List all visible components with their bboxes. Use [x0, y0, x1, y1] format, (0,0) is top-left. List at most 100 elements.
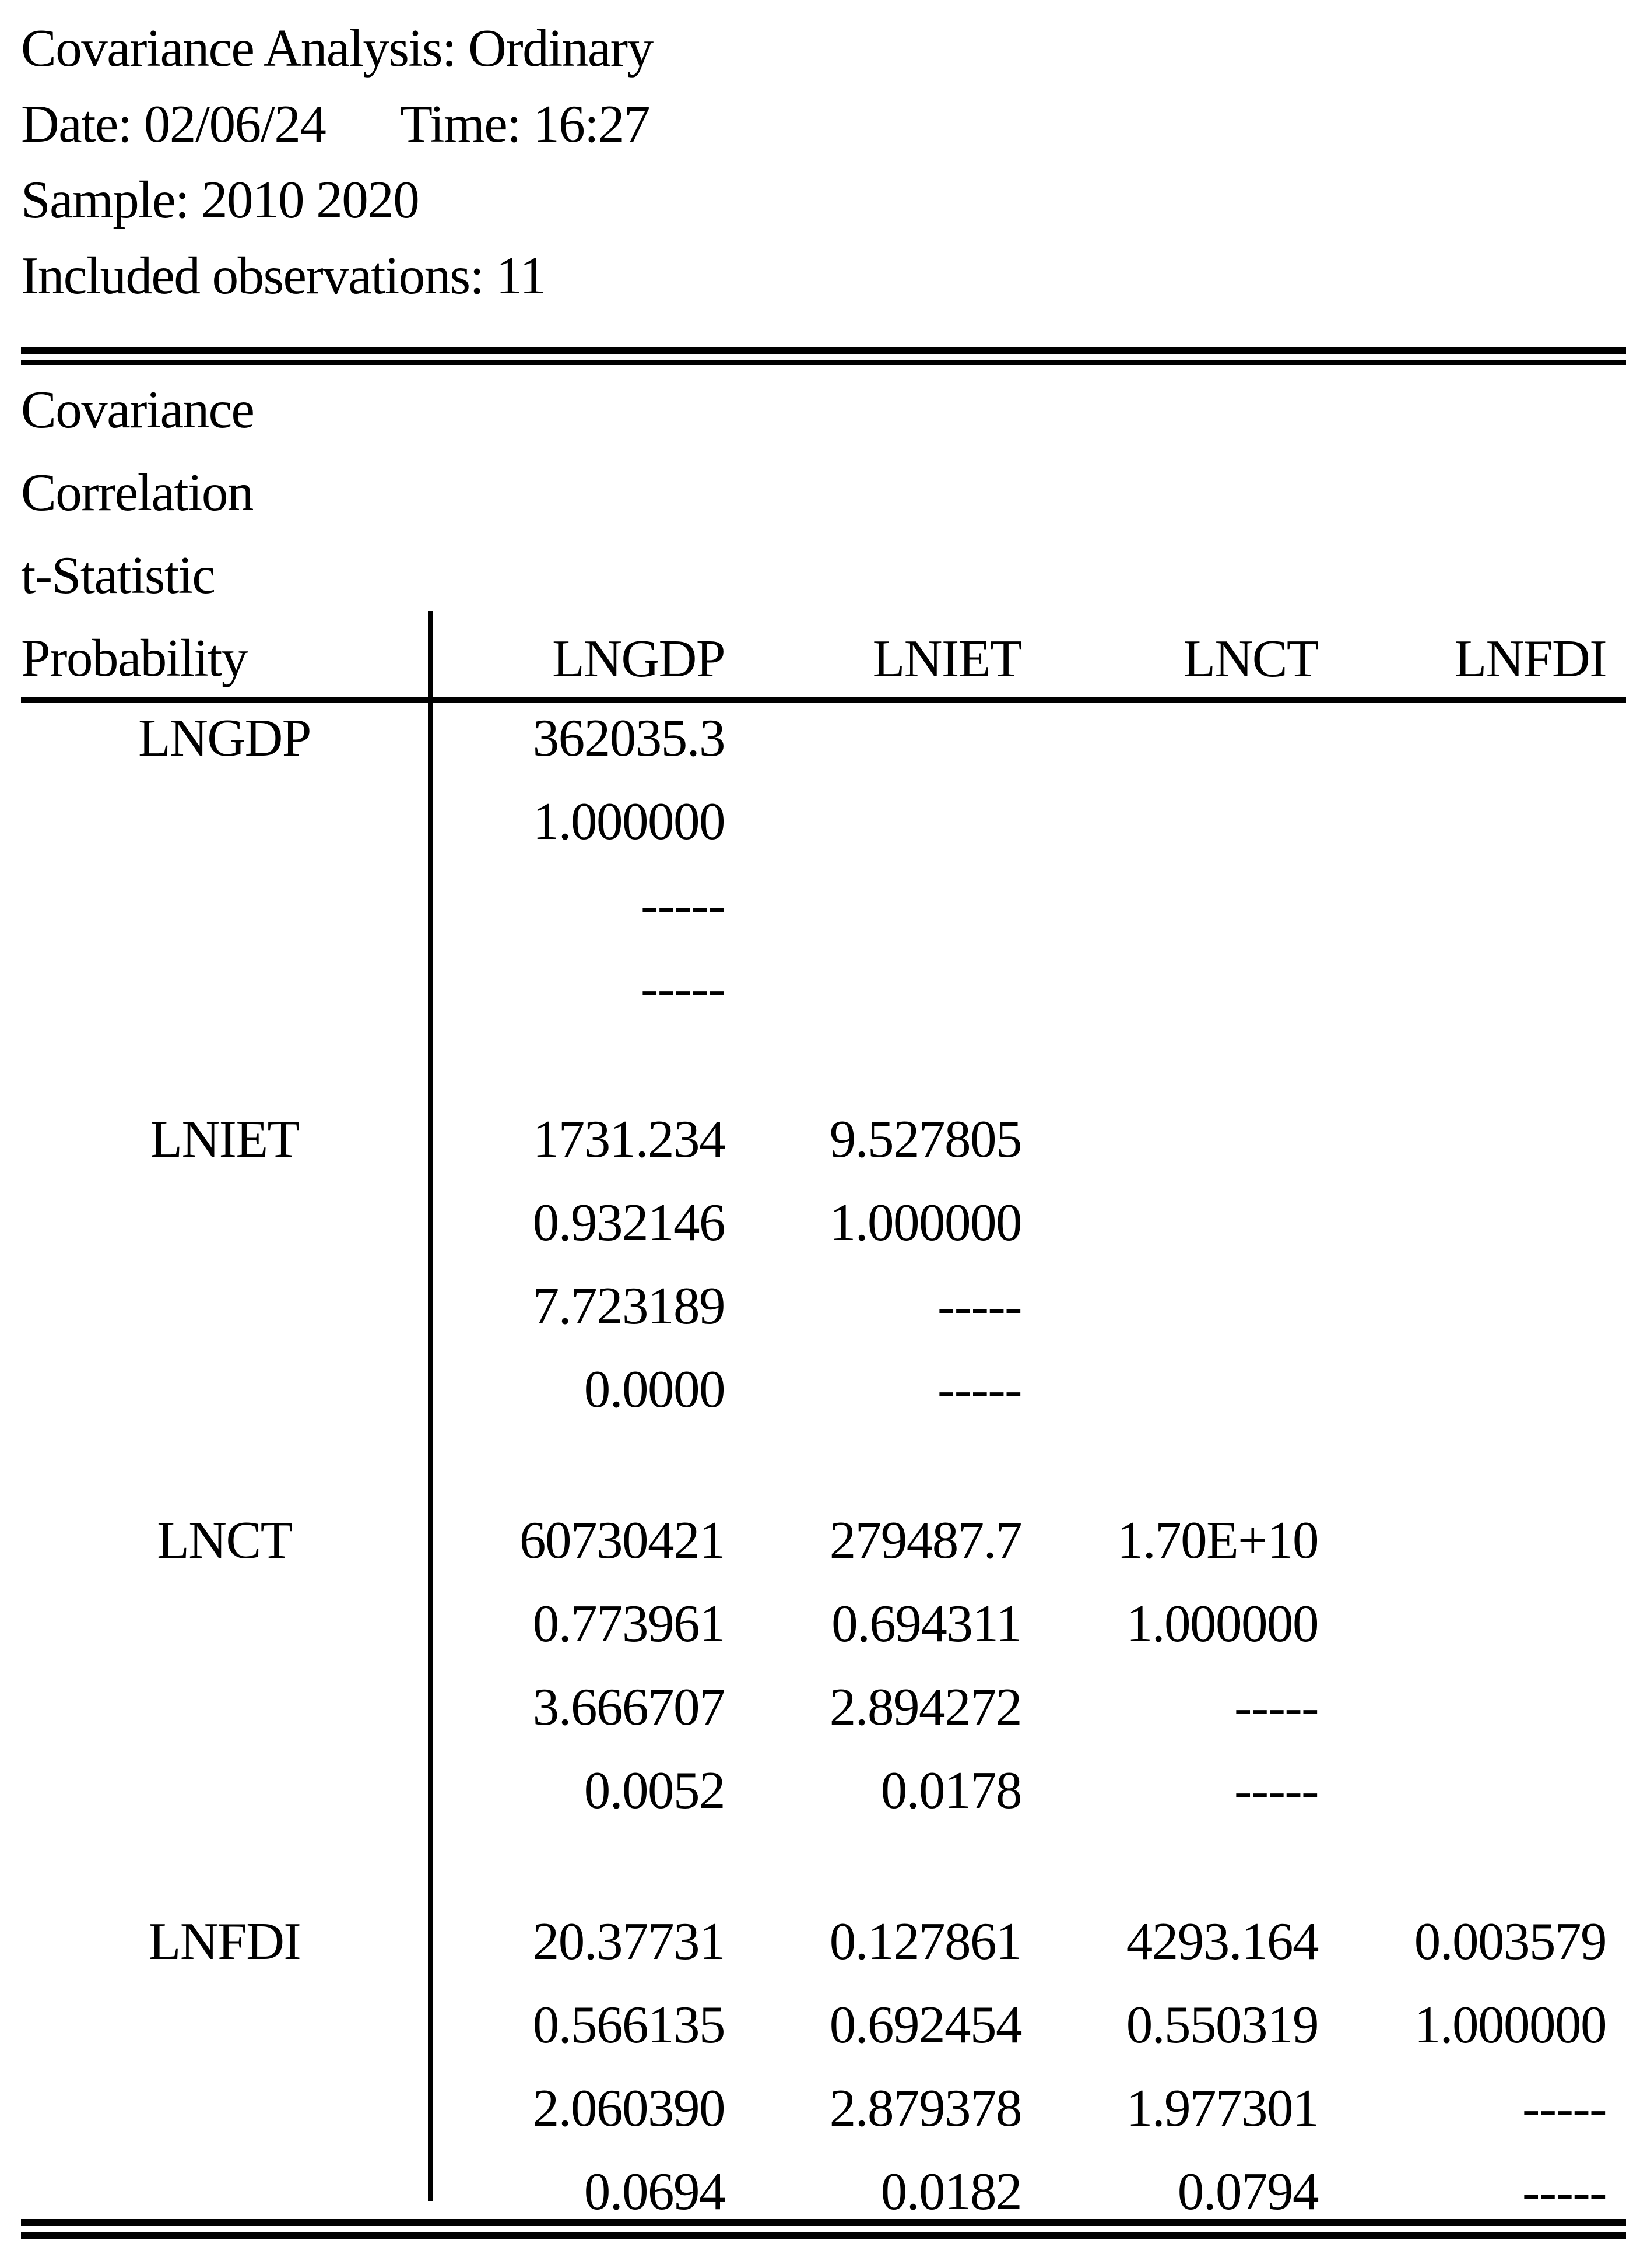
value-rows: 60730421 279487.7 1.70E+10 0.773961 0.694311… — [433, 1498, 1606, 1832]
value-cell — [725, 696, 1021, 780]
analysis-title: Covariance Analysis: Ordinary — [21, 19, 654, 78]
value-cell: 362035.3 — [532, 708, 726, 767]
value-cell: 4293.164 — [1126, 1912, 1319, 1971]
value-cell: 0.0178 — [880, 1761, 1023, 1820]
time-text: Time: 16:27 — [400, 94, 650, 153]
value-cell: 1.000000 — [1414, 1995, 1607, 2054]
value-cell — [1021, 696, 1318, 780]
value-cell: 2.879378 — [829, 2079, 1023, 2137]
column-headers-row: LNGDP LNIET LNCT LNFDI — [433, 617, 1607, 700]
value-cell — [1318, 863, 1606, 946]
measure-label-probability: Probability — [21, 629, 248, 687]
value-cell: 2.060390 — [532, 2079, 726, 2137]
value-cell: 0.694311 — [831, 1594, 1022, 1653]
value-cell: 1.000000 — [532, 792, 726, 851]
column-header-lniet: LNIET — [872, 629, 1023, 688]
measure-label-covariance: Covariance — [21, 380, 255, 439]
column-divider-line — [428, 611, 433, 2201]
value-cell: 0.0000 — [584, 1360, 726, 1419]
value-row-tstatistic: ----- — [433, 863, 1606, 946]
variable-block-lniet: LNIET 1731.234 9.527805 0.932146 1.000000 7.7… — [0, 1097, 1647, 1431]
value-cell — [1318, 1665, 1606, 1749]
value-rows: 1731.234 9.527805 0.932146 1.000000 7.723189… — [433, 1097, 1606, 1431]
value-row-correlation: 0.566135 0.692454 0.550319 1.000000 — [433, 1983, 1607, 2066]
measure-labels-block: Covariance Correlation t-Statistic Probabil… — [21, 368, 255, 700]
value-cell: 0.003579 — [1414, 1912, 1607, 1971]
row-label-lniet: LNIET — [150, 1110, 300, 1168]
value-cell: 9.527805 — [829, 1110, 1023, 1168]
value-cell — [725, 863, 1021, 946]
value-cell — [1318, 780, 1606, 863]
variable-block-lngdp: LNGDP 362035.3 1.000000 ----- ----- — [0, 696, 1647, 1030]
value-cell: ----- — [1522, 2162, 1607, 2221]
value-cell: 1731.234 — [532, 1110, 726, 1168]
value-cell — [1318, 696, 1606, 780]
value-cell — [1318, 1097, 1606, 1181]
value-row-covariance: 1731.234 9.527805 — [433, 1097, 1606, 1181]
date-time-line: Date: 02/06/24 Time: 16:27 — [21, 86, 653, 162]
value-row-covariance: 60730421 279487.7 1.70E+10 — [433, 1498, 1606, 1582]
value-cell: 279487.7 — [829, 1511, 1023, 1570]
column-header-lnct: LNCT — [1183, 629, 1319, 688]
table-top-rule-upper — [21, 347, 1626, 354]
table-bottom-rule-lower — [21, 2232, 1626, 2239]
value-row-correlation: 1.000000 — [433, 780, 1606, 863]
value-cell: 1.977301 — [1126, 2079, 1319, 2137]
header-block: Covariance Analysis: Ordinary Date: 02/0… — [21, 10, 654, 314]
date-text: Date: 02/06/24 — [21, 94, 326, 153]
value-cell — [1318, 1582, 1606, 1665]
value-cell — [1318, 1264, 1606, 1347]
value-row-correlation: 0.773961 0.694311 1.000000 — [433, 1582, 1606, 1665]
value-cell — [1021, 1264, 1318, 1347]
value-cell — [1318, 1749, 1606, 1832]
value-row-tstatistic: 7.723189 ----- — [433, 1264, 1606, 1347]
value-cell: 0.0694 — [584, 2162, 726, 2221]
column-header-lngdp: LNGDP — [552, 629, 725, 688]
value-cell: ----- — [1234, 1761, 1319, 1820]
value-row-correlation: 0.932146 1.000000 — [433, 1181, 1606, 1264]
value-cell: 1.000000 — [829, 1193, 1023, 1252]
value-cell — [1021, 946, 1318, 1030]
value-cell: 20.37731 — [532, 1912, 726, 1971]
table-top-rule-lower — [21, 360, 1626, 365]
value-cell: ----- — [1234, 1677, 1319, 1736]
value-row-probability: 0.0694 0.0182 0.0794 ----- — [433, 2150, 1607, 2233]
value-cell — [1021, 780, 1318, 863]
measure-label-tstatistic: t-Statistic — [21, 546, 216, 605]
header-underline-rule — [21, 697, 1626, 703]
value-cell: ----- — [937, 1360, 1023, 1419]
value-cell — [1318, 1181, 1606, 1264]
value-cell: 0.0182 — [880, 2162, 1023, 2221]
value-row-probability: 0.0052 0.0178 ----- — [433, 1749, 1606, 1832]
value-cell — [725, 946, 1021, 1030]
value-cell: 0.0052 — [584, 1761, 726, 1820]
sample-line: Sample: 2010 2020 — [21, 170, 420, 229]
row-label-lnfdi: LNFDI — [148, 1912, 301, 1971]
variable-block-lnfdi: LNFDI 20.37731 0.127861 4293.164 0.003579 0.5… — [0, 1900, 1647, 2233]
value-cell — [1318, 1347, 1606, 1431]
value-cell: 3.666707 — [532, 1677, 726, 1736]
value-cell — [1021, 1181, 1318, 1264]
value-cell — [725, 780, 1021, 863]
variable-block-lnct: LNCT 60730421 279487.7 1.70E+10 0.773961 0.69… — [0, 1498, 1647, 1832]
value-row-covariance: 362035.3 — [433, 696, 1606, 780]
value-cell: 1.70E+10 — [1116, 1511, 1319, 1570]
value-cell: 1.000000 — [1126, 1594, 1319, 1653]
value-row-tstatistic: 3.666707 2.894272 ----- — [433, 1665, 1606, 1749]
value-row-covariance: 20.37731 0.127861 4293.164 0.003579 — [433, 1900, 1607, 1983]
value-cell: 0.127861 — [829, 1912, 1023, 1971]
value-cell: ----- — [640, 959, 726, 1017]
value-row-probability: ----- — [433, 946, 1606, 1030]
value-cell — [1021, 1347, 1318, 1431]
value-cell: ----- — [1522, 2079, 1607, 2137]
value-rows: 20.37731 0.127861 4293.164 0.003579 0.566135… — [433, 1900, 1607, 2233]
value-cell: ----- — [937, 1276, 1023, 1335]
value-cell — [1318, 946, 1606, 1030]
value-cell: 0.0794 — [1177, 2162, 1319, 2221]
value-cell: 0.692454 — [829, 1995, 1023, 2054]
observations-line: Included observations: 11 — [21, 246, 546, 305]
value-cell: ----- — [640, 875, 726, 934]
value-cell: 2.894272 — [829, 1677, 1023, 1736]
value-rows: 362035.3 1.000000 ----- ----- — [433, 696, 1606, 1030]
value-cell — [1021, 863, 1318, 946]
